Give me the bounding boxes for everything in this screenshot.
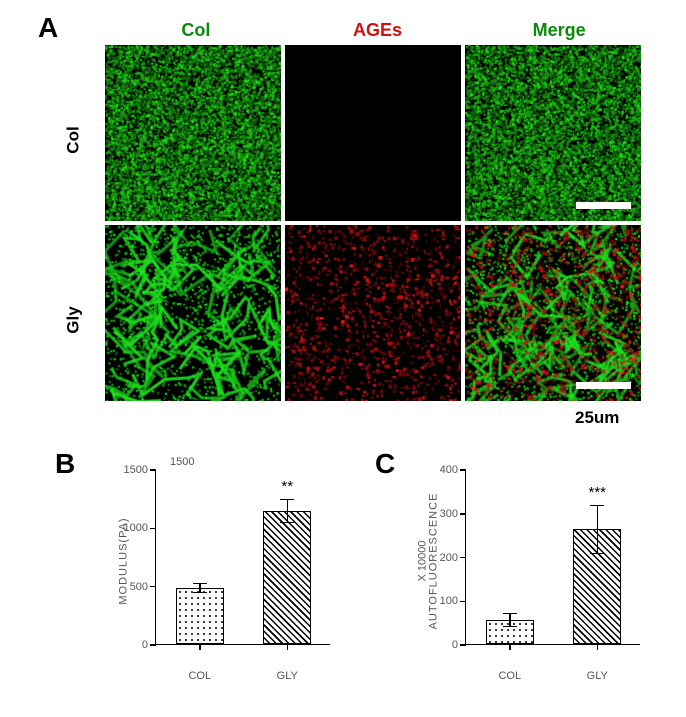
col-header-merge: Merge (468, 20, 650, 41)
row-label-col: Col (64, 126, 84, 153)
y-tick-label: 1500 (124, 464, 148, 476)
x-tick-label: GLY (587, 670, 608, 682)
scale-bar-label: 25um (575, 408, 651, 428)
chart-c-plot: 0100200300400COLGLY*** (465, 470, 640, 645)
scale-bar (576, 202, 631, 209)
panel-label-c: C (375, 448, 395, 480)
micrograph-col-merge (465, 45, 641, 221)
bar-col (176, 588, 224, 644)
col-header-col: Col (105, 20, 287, 41)
x-tick-label: GLY (277, 670, 298, 682)
micrograph-gly-ages (285, 225, 461, 401)
y-tick-label: 200 (440, 552, 458, 564)
significance-marker: *** (588, 484, 606, 501)
column-headers-row: Col AGEs Merge (105, 20, 650, 41)
row-label-gly: Gly (64, 306, 84, 333)
micrograph-col-ages (285, 45, 461, 221)
y-tick-label: 0 (142, 639, 148, 651)
bar-chart-autofluorescence: AUTOFLUORESCENCE X 10000 0100200300400CO… (410, 450, 650, 690)
micrograph-gly-merge (465, 225, 641, 401)
y-tick-label: 0 (452, 639, 458, 651)
bar-chart-modulus: MODULUS(PA) 1500 050010001500COLGLY** (100, 450, 340, 690)
y-tick-label: 1000 (124, 522, 148, 534)
y-tick-label: 400 (440, 464, 458, 476)
scale-bar (576, 382, 631, 389)
panel-label-a: A (38, 12, 58, 44)
panel-label-b: B (55, 448, 75, 480)
micrograph-grid (105, 45, 641, 401)
y-tick-label: 300 (440, 508, 458, 520)
significance-marker: ** (281, 478, 293, 495)
micrograph-col-col (105, 45, 281, 221)
y-tick-label: 100 (440, 595, 458, 607)
x-tick-label: COL (188, 670, 211, 682)
y-tick-label: 500 (130, 581, 148, 593)
chart-b-plot: 050010001500COLGLY** (155, 470, 330, 645)
chart-b-ymax: 1500 (170, 456, 194, 468)
micrograph-gly-col (105, 225, 281, 401)
chart-c-ylabel: AUTOFLUORESCENCE (427, 493, 439, 630)
bar-gly (263, 511, 311, 644)
col-header-ages: AGEs (287, 20, 469, 41)
chart-c-ysublabel: X 10000 (416, 541, 428, 582)
x-tick-label: COL (498, 670, 521, 682)
